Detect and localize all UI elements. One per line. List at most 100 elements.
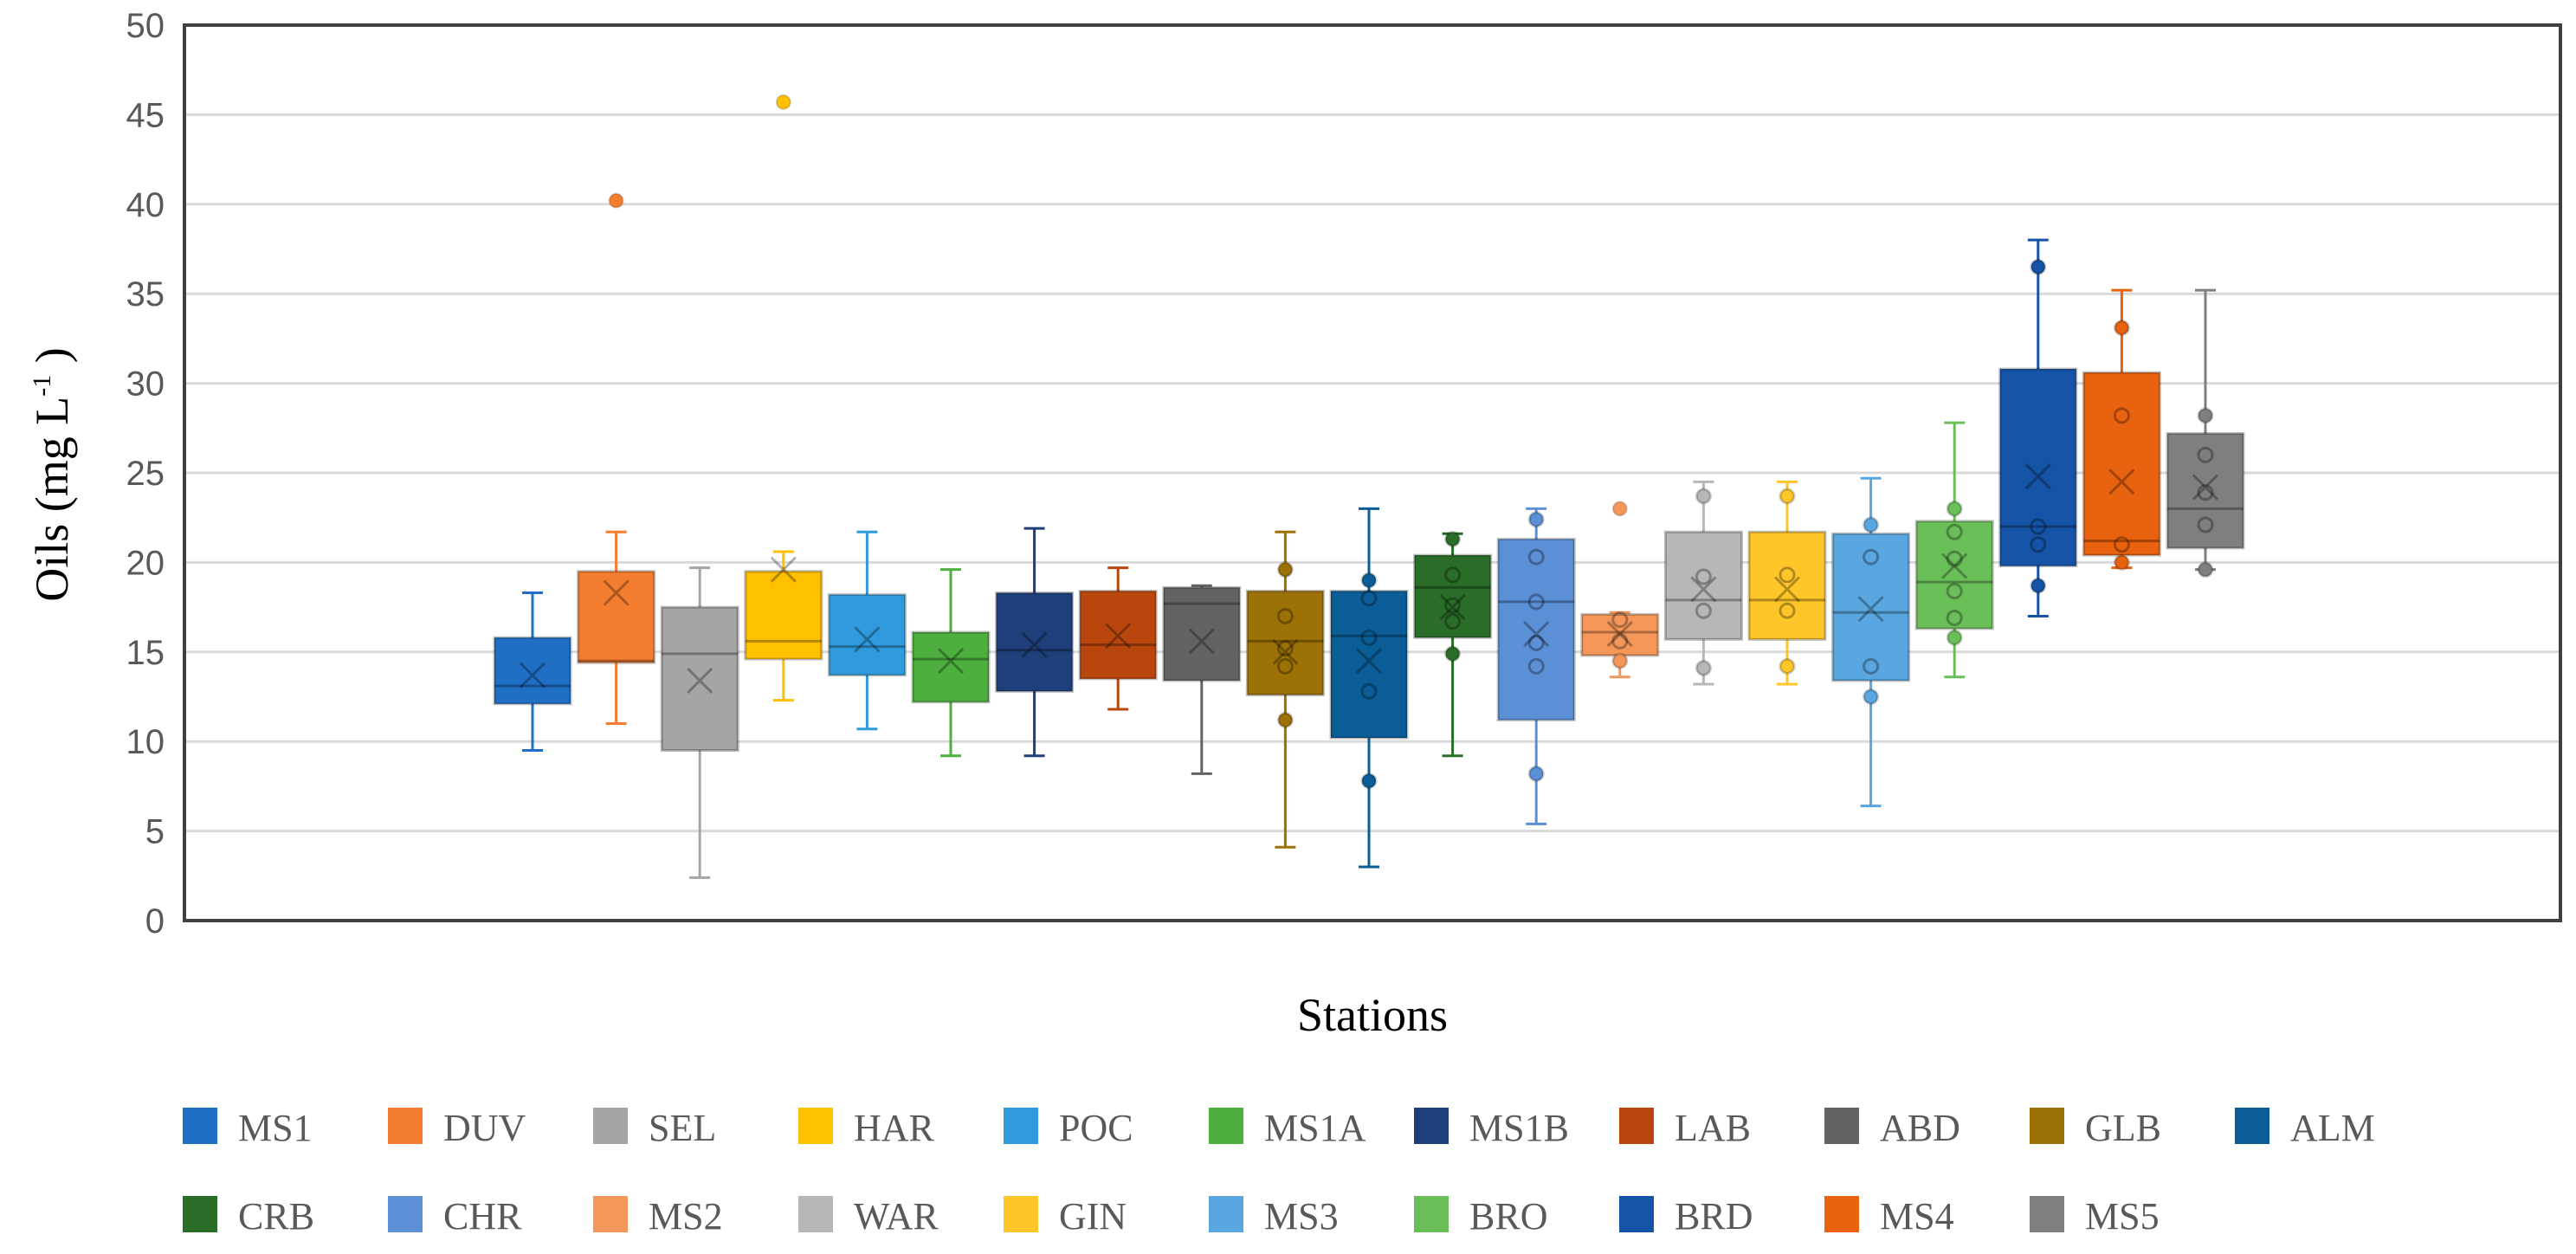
iqr-box (1162, 585, 1242, 682)
data-point (1444, 566, 1462, 584)
y-tick-label: 35 (126, 275, 165, 314)
y-tick-label: 50 (126, 7, 165, 45)
iqr-box (2166, 432, 2245, 550)
data-point (1779, 602, 1796, 619)
iqr-box (1078, 589, 1158, 681)
data-point (1946, 610, 1963, 627)
legend-label: CHR (443, 1195, 522, 1238)
legend-swatch (1209, 1108, 1243, 1144)
iqr-box (911, 630, 991, 704)
data-point (2030, 258, 2047, 275)
data-point (1611, 632, 1629, 650)
legend-item-sel: SEL (593, 1107, 716, 1149)
data-point (2030, 518, 2047, 535)
mean-marker (1355, 648, 1383, 675)
plot-frame (183, 23, 2562, 922)
legend-item-ms1: MS1 (183, 1107, 313, 1149)
data-point (1527, 657, 1545, 675)
mean-marker (1188, 628, 1215, 655)
box-duv (577, 192, 656, 726)
data-point (1779, 566, 1796, 584)
legend-item-abd: ABD (1824, 1107, 1960, 1149)
legend-swatch (593, 1196, 628, 1232)
legend-item-duv: DUV (388, 1107, 526, 1149)
outlier-point (775, 94, 791, 110)
legend-label: ALM (2290, 1107, 2375, 1149)
data-point (1863, 688, 1880, 705)
data-point (1444, 597, 1462, 614)
legend-label: WAR (854, 1195, 939, 1238)
data-point (1611, 652, 1629, 669)
iqr-box (827, 593, 907, 677)
data-point (1444, 531, 1462, 548)
legend-item-alm: ALM (2235, 1107, 2375, 1149)
legend-label: MS2 (649, 1195, 723, 1238)
legend-item-poc: POC (1004, 1107, 1133, 1149)
legend: MS1 DUV SEL HAR POC MS1A MS1B LAB ABD GLB ALM CRB CH… (183, 1107, 2375, 1238)
mean-marker (770, 556, 797, 583)
data-point (2113, 553, 2130, 571)
legend-label: GIN (1059, 1195, 1127, 1238)
legend-swatch (593, 1108, 628, 1144)
y-tick-label: 30 (126, 365, 165, 404)
data-point (1946, 500, 1963, 517)
legend-item-ms1a: MS1A (1209, 1107, 1366, 1149)
box-ms2 (1580, 501, 1660, 679)
box-chr (1496, 507, 1576, 825)
legend-label: MS3 (1264, 1195, 1339, 1238)
mean-marker (854, 626, 881, 653)
legend-item-glb: GLB (2030, 1107, 2161, 1149)
data-point (1611, 611, 1629, 629)
legend-swatch (2030, 1196, 2064, 1232)
x-axis-title: Stations (1297, 989, 1448, 1041)
legend-label: LAB (1675, 1107, 1751, 1149)
legend-item-chr: CHR (388, 1195, 522, 1238)
data-point (2113, 319, 2130, 336)
iqr-box (1245, 589, 1325, 696)
outlier-point (1611, 501, 1628, 517)
mean-marker (603, 579, 629, 606)
mean-marker (1606, 621, 1633, 648)
legend-label: MS1A (1264, 1107, 1366, 1149)
iqr-box (493, 636, 572, 706)
legend-item-lab: LAB (1619, 1107, 1751, 1149)
data-point (1360, 629, 1378, 646)
data-point (1276, 561, 1294, 579)
box-ms1 (493, 591, 572, 753)
mean-marker (1021, 631, 1048, 658)
data-point (1360, 572, 1378, 589)
data-point (1779, 657, 1796, 675)
mean-marker (1439, 594, 1466, 621)
data-point (1527, 548, 1545, 566)
y-tick-label: 10 (126, 723, 165, 761)
data-point (1527, 511, 1545, 528)
legend-swatch (2235, 1108, 2269, 1144)
legend-label: BRD (1675, 1195, 1753, 1238)
legend-swatch (183, 1196, 217, 1232)
data-point (1276, 607, 1294, 624)
legend-swatch (1209, 1196, 1243, 1232)
data-point (1360, 772, 1378, 790)
legend-swatch (1414, 1196, 1449, 1232)
box-har (744, 94, 823, 702)
legend-item-crb: CRB (183, 1195, 314, 1238)
legend-item-ms3: MS3 (1209, 1195, 1339, 1238)
data-point (1276, 711, 1294, 728)
legend-swatch (798, 1108, 833, 1144)
legend-item-har: HAR (798, 1107, 935, 1149)
legend-label: MS5 (2085, 1195, 2160, 1238)
box-alm (1329, 507, 1409, 869)
data-point (1863, 657, 1880, 675)
legend-swatch (1004, 1196, 1038, 1232)
box-ms3 (1831, 476, 1911, 808)
iqr-box (1998, 367, 2078, 568)
y-axis-ticks: 0 5 10 15 20 25 30 35 40 45 50 (126, 7, 165, 940)
y-tick-label: 20 (126, 544, 165, 582)
box-ms5 (2166, 288, 2245, 579)
y-tick-label: 25 (126, 455, 165, 493)
box-ms4 (2082, 288, 2161, 571)
legend-swatch (798, 1196, 833, 1232)
iqr-box (577, 570, 656, 664)
data-point (2113, 536, 2130, 553)
data-point (1863, 516, 1880, 533)
